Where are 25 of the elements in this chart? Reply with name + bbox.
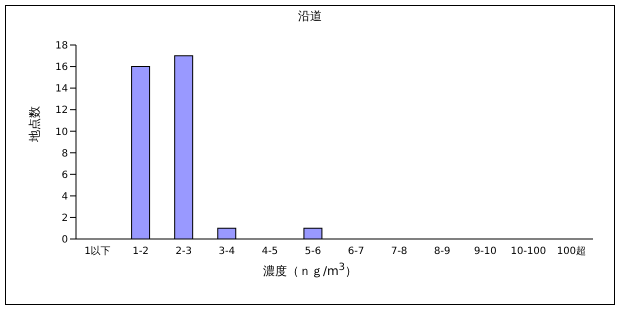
y-tick-label: 8 [62,148,68,160]
y-tick-label: 4 [62,191,68,202]
x-tick-label: 5-6 [304,246,322,258]
x-tick-label: 7-8 [390,246,408,258]
x-tick-label: 9-10 [474,246,497,258]
x-tick-label: 3-4 [218,246,235,258]
y-tick-label: 16 [55,62,68,74]
y-tick-label: 2 [62,212,68,224]
y-tick-label: 18 [55,40,68,52]
chart-title: 沿道 [297,8,323,25]
x-tick-label: 8-9 [434,246,450,258]
y-axis-title: 地点数 [27,106,42,143]
x-tick-label: 6-7 [348,246,364,258]
y-tick-label: 0 [62,234,68,246]
x-tick-label: 1以下 [84,245,111,258]
y-tick-label: 12 [55,105,68,116]
y-tick-label: 14 [55,84,68,95]
x-tick-label: 100超 [556,245,586,258]
x-tick-label: 4-5 [262,246,278,258]
x-tick-label: 10-100 [510,246,546,258]
x-tick-label: 2-3 [176,246,192,258]
x-axis-title: 濃度（ｎｇ/m$^{3}$） [262,262,358,280]
x-tick-label: 1-2 [132,246,149,258]
y-tick-label: 6 [62,170,68,181]
y-tick-label: 10 [55,126,68,138]
